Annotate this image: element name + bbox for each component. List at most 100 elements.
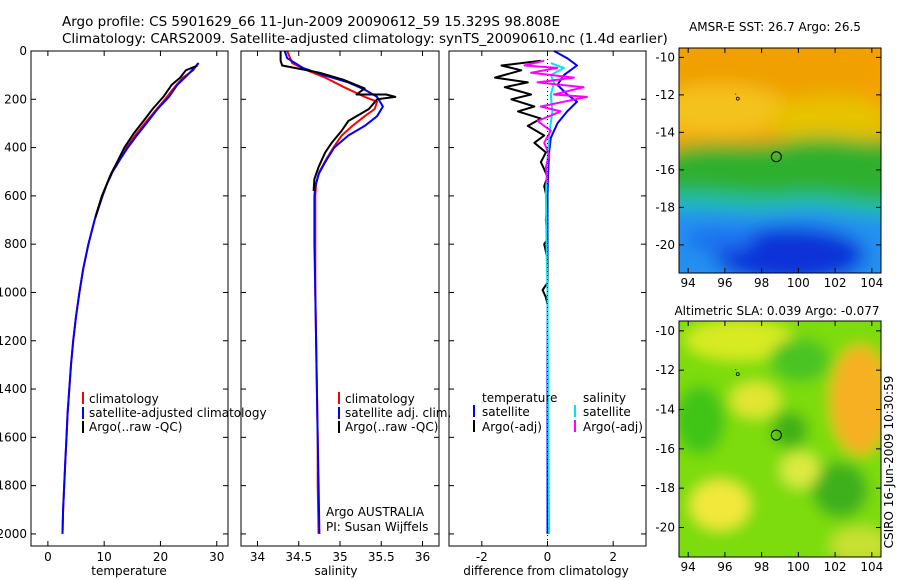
sla_map-frame — [678, 320, 882, 558]
legend-salinity-title: salinity — [583, 391, 626, 405]
salinity-series-group — [279, 50, 397, 534]
sla-map-axes: 94 96 98 100 102 104 -10 -12 -14 -16 -18 -20 — [655, 320, 883, 574]
temperature-legend: climatology satellite-adjusted climatolo… — [82, 392, 267, 434]
difference-series-temperature-argo — [494, 59, 549, 305]
legend-argo-label: Argo(..raw -QC) — [89, 420, 182, 434]
temperature-frame — [30, 50, 229, 547]
x-tick-label: 10 — [97, 550, 112, 564]
x-tick-label: 94 — [681, 560, 696, 574]
temperature-series-climatology — [61, 62, 200, 534]
legend-temp-satellite-label: satellite — [482, 405, 530, 419]
sst-map-title: AMSR-E SST: 26.7 Argo: 26.5 — [689, 20, 861, 34]
x-tick-label: 0 — [44, 550, 52, 564]
x-tick-label: 102 — [824, 276, 847, 290]
temperature-xlabel: temperature — [91, 564, 166, 578]
difference-xlabel: difference from climatology — [463, 564, 629, 578]
x-tick-label: 34.5 — [285, 550, 312, 564]
y-tick-label: -18 — [655, 481, 675, 495]
temperature-panel: 0 10 20 30 0 200 400 600 800 1000 1200 1400 1600 1800… — [0, 44, 267, 578]
y-tick-label: 1400 — [0, 382, 27, 396]
y-tick-label: 0 — [19, 44, 27, 58]
legend-temp-argo-label: Argo(-adj) — [482, 420, 542, 434]
y-tick-label: 800 — [4, 237, 27, 251]
legend-temperature-title: temperature — [482, 391, 557, 405]
float-operator-label: Argo AUSTRALIA — [326, 505, 425, 519]
sla-field — [679, 321, 881, 557]
y-tick-label: 600 — [4, 189, 27, 203]
principal-investigator-label: PI: Susan Wijffels — [326, 520, 428, 534]
argo-position-marker — [770, 151, 782, 163]
x-tick-label: 96 — [717, 276, 732, 290]
x-tick-label: 20 — [153, 550, 168, 564]
sst_map-frame — [678, 47, 882, 274]
temperature-series-group — [61, 62, 200, 534]
x-tick-label: 104 — [860, 560, 883, 574]
y-tick-label: -12 — [655, 363, 675, 377]
y-tick-label: 1000 — [0, 285, 27, 299]
temperature-series-satellite — [61, 62, 200, 534]
y-tick-label: 1200 — [0, 334, 27, 348]
salinity-series-satellite — [283, 50, 384, 534]
x-tick-label: 100 — [787, 276, 810, 290]
y-tick-label: 2000 — [0, 527, 27, 541]
difference-legend: temperature satellite Argo(-adj) salinit… — [473, 391, 643, 434]
difference-series-group — [494, 50, 588, 546]
difference-panel: -2 0 2 temperature satellite Argo(-adj) sa… — [448, 50, 647, 578]
sst-map-axes: 94 96 98 100 102 104 -10 -12 -14 -16 -18 -20 — [655, 47, 883, 290]
x-tick-label: -2 — [476, 550, 488, 564]
salinity-series-climatology — [286, 50, 379, 534]
x-tick-label: 102 — [824, 560, 847, 574]
legend-climatology-label: climatology — [89, 392, 159, 406]
argo-track-marker — [735, 96, 740, 101]
y-tick-label: -16 — [655, 163, 675, 177]
y-tick-label: -10 — [655, 324, 675, 338]
x-tick-label: 2 — [609, 550, 617, 564]
figure-title-line2: Climatology: CARS2009. Satellite-adjuste… — [62, 31, 668, 47]
y-tick-label: 400 — [4, 141, 27, 155]
x-tick-label: 30 — [209, 550, 224, 564]
x-tick-label: 0 — [544, 550, 552, 564]
salinity-panel: 34 34.5 35 35.5 36 climatology satellite adj… — [240, 50, 451, 578]
x-tick-label: 98 — [754, 560, 769, 574]
y-tick-label: -20 — [655, 521, 675, 535]
salinity-axes: 34 34.5 35 35.5 36 — [240, 50, 440, 564]
figure-title-line1: Argo profile: CS 5901629_66 11-Jun-2009 … — [62, 14, 560, 30]
sla-map-title: Altimetric SLA: 0.039 Argo: -0.077 — [674, 304, 879, 318]
x-tick-label: 35.5 — [368, 550, 395, 564]
legend-satellite-label: satellite-adjusted climatology — [89, 406, 267, 420]
x-tick-label: 36 — [415, 550, 430, 564]
y-tick-label: -10 — [655, 50, 675, 64]
salinity-series-argo — [279, 51, 397, 192]
x-tick-label: 96 — [717, 560, 732, 574]
argo-track-marker — [735, 372, 740, 377]
salinity-xlabel: salinity — [314, 564, 357, 578]
y-tick-label: 200 — [4, 92, 27, 106]
y-tick-label: 1600 — [0, 430, 27, 444]
difference-series-salinity-argo — [523, 59, 588, 184]
difference-axes: -2 0 2 — [448, 50, 647, 564]
x-tick-label: 34 — [250, 550, 265, 564]
difference-series-temperature-satellite — [546, 50, 578, 534]
y-tick-label: -14 — [655, 403, 675, 417]
temperature-axes: 0 10 20 30 0 200 400 600 800 1000 1200 1400 1600 1800… — [0, 44, 229, 564]
legend-argo-label: Argo(..raw -QC) — [345, 420, 438, 434]
sla-map-panel: Altimetric SLA: 0.039 Argo: -0.077 94 96 9… — [655, 304, 883, 574]
x-tick-label: 104 — [860, 276, 883, 290]
salinity-legend: climatology satellite adj. clim. Argo(..… — [338, 392, 451, 434]
argo-position-marker — [770, 429, 782, 441]
x-tick-label: 94 — [681, 276, 696, 290]
x-tick-label: 100 — [787, 560, 810, 574]
y-tick-label: -14 — [655, 125, 675, 139]
legend-climatology-label: climatology — [345, 392, 415, 406]
x-tick-label: 35 — [332, 550, 347, 564]
sst-map-panel: AMSR-E SST: 26.7 Argo: 26.5 94 96 98 100 102… — [655, 20, 883, 290]
y-tick-label: 1800 — [0, 479, 27, 493]
y-tick-label: -12 — [655, 88, 675, 102]
salinity-frame — [240, 50, 440, 547]
temperature-series-argo — [94, 64, 198, 218]
legend-satellite-label: satellite adj. clim. — [345, 406, 451, 420]
x-tick-label: 98 — [754, 276, 769, 290]
legend-sal-satellite-label: satellite — [583, 405, 631, 419]
y-tick-label: -16 — [655, 442, 675, 456]
